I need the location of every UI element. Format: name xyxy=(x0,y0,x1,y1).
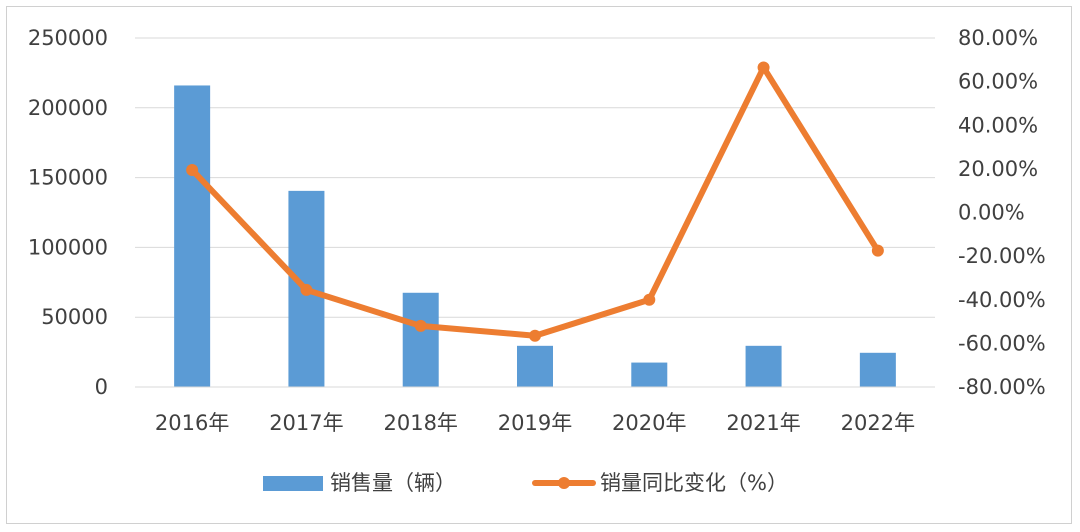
left-axis-tick-label: 200000 xyxy=(28,96,108,120)
left-axis-tick-label: 100000 xyxy=(28,235,108,259)
line-point xyxy=(871,244,884,257)
line-point xyxy=(643,293,656,306)
x-axis-tick-label: 2021年 xyxy=(726,411,800,435)
x-axis-tick-label: 2022年 xyxy=(841,411,915,435)
bar xyxy=(174,85,211,388)
bar xyxy=(859,352,896,387)
right-axis-tick-label: 80.00% xyxy=(958,26,1038,50)
right-axis-tick-label: 40.00% xyxy=(958,113,1038,137)
x-axis-tick-labels: 2016年 2017年 2018年 2019年 2020年 2021年 2022年 xyxy=(155,411,915,435)
sales-bars xyxy=(174,85,896,388)
line-point xyxy=(186,163,199,176)
line-point xyxy=(414,319,427,332)
left-axis-tick-labels: 0 50000 100000 150000 200000 250000 xyxy=(28,26,108,399)
x-axis-tick-label: 2020年 xyxy=(612,411,686,435)
gridlines xyxy=(135,37,935,318)
yoy-change-line xyxy=(186,61,884,342)
right-axis-tick-label: -40.00% xyxy=(958,288,1046,312)
x-axis-tick-label: 2018年 xyxy=(383,411,457,435)
left-axis-tick-label: 150000 xyxy=(28,166,108,190)
left-axis-tick-label: 250000 xyxy=(28,26,108,50)
line-point xyxy=(757,61,770,74)
right-axis-tick-label: 60.00% xyxy=(958,70,1038,94)
left-axis-tick-label: 50000 xyxy=(41,305,108,329)
legend-bar-swatch xyxy=(263,476,323,491)
line-point xyxy=(300,283,313,296)
legend: 销售量（辆） 销量同比变化（%） xyxy=(263,471,788,495)
legend-label-yoy: 销量同比变化（%） xyxy=(600,471,788,495)
x-axis-tick-label: 2016年 xyxy=(155,411,229,435)
right-axis-tick-label: -80.00% xyxy=(958,375,1046,399)
right-axis-tick-label: 0.00% xyxy=(958,201,1025,225)
legend-label-sales: 销售量（辆） xyxy=(330,471,456,495)
x-axis-tick-label: 2017年 xyxy=(269,411,343,435)
bar xyxy=(631,362,668,387)
right-axis-tick-label: -20.00% xyxy=(958,244,1046,268)
legend-line-marker xyxy=(558,477,570,489)
bar xyxy=(402,292,439,387)
bar xyxy=(517,345,553,387)
right-axis-tick-label: 20.00% xyxy=(958,157,1038,181)
right-axis-tick-label: -60.00% xyxy=(958,331,1046,355)
left-axis-tick-label: 0 xyxy=(95,375,108,399)
line-point xyxy=(529,329,541,342)
bar xyxy=(745,345,782,387)
x-axis-tick-label: 2019年 xyxy=(498,411,572,435)
right-axis-tick-labels: -80.00% -60.00% -40.00% -20.00% 0.00% 20.00% 4… xyxy=(958,26,1046,399)
